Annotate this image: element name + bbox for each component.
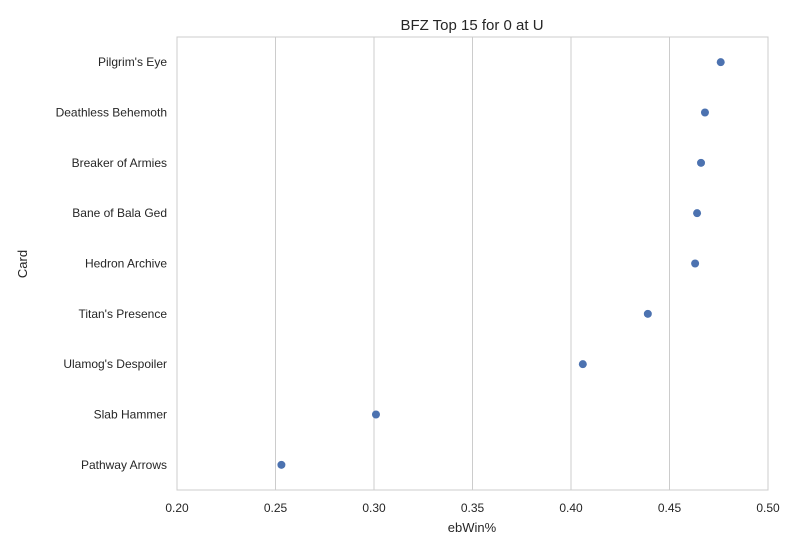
y-tick-label: Titan's Presence [78, 307, 167, 321]
x-tick-label: 0.30 [362, 501, 386, 515]
y-tick-label: Hedron Archive [85, 257, 167, 271]
x-tick-label: 0.20 [165, 501, 189, 515]
x-tick-label: 0.45 [658, 501, 682, 515]
grid-lines [176, 37, 769, 490]
data-point [693, 209, 702, 218]
data-point [578, 360, 587, 369]
data-points [277, 58, 725, 469]
plot-area-frame [176, 36, 769, 491]
y-tick-label: Ulamog's Despoiler [63, 357, 167, 371]
y-tick-labels: Pilgrim's Eye Deathless Behemoth Breaker o… [56, 55, 168, 472]
y-tick-label: Pathway Arrows [81, 458, 167, 472]
chart-title: BFZ Top 15 for 0 at U [400, 17, 543, 34]
data-point [371, 410, 380, 419]
y-tick-label: Slab Hammer [94, 408, 167, 422]
x-tick-label: 0.25 [264, 501, 288, 515]
data-point [700, 108, 709, 117]
y-tick-label: Breaker of Armies [72, 156, 167, 170]
data-point [691, 259, 700, 268]
data-point [697, 158, 706, 167]
x-tick-label: 0.40 [559, 501, 583, 515]
y-tick-label: Deathless Behemoth [56, 106, 167, 120]
x-tick-label: 0.50 [756, 501, 780, 515]
x-tick-labels: 0.20 0.25 0.30 0.35 0.40 0.45 0.50 [165, 501, 780, 515]
x-axis-label: ebWin% [448, 520, 497, 535]
y-tick-label: Pilgrim's Eye [98, 55, 167, 69]
data-point [643, 309, 652, 318]
data-point [277, 460, 286, 469]
y-axis-label: Card [15, 250, 30, 278]
data-point [716, 58, 725, 67]
x-tick-label: 0.35 [461, 501, 485, 515]
y-tick-label: Bane of Bala Ged [72, 206, 167, 220]
